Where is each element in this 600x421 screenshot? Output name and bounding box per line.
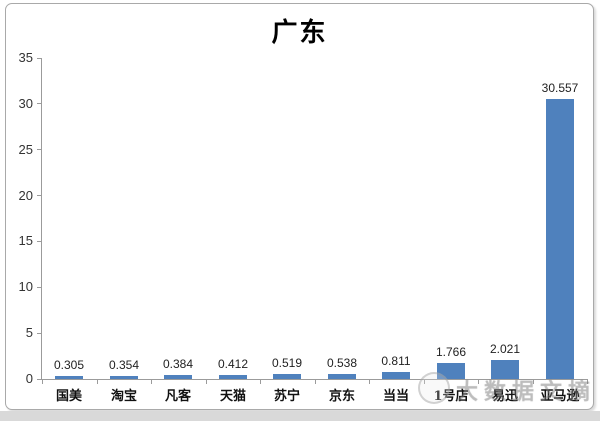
y-axis-tick-label: 10 — [18, 279, 33, 295]
x-axis-tick — [369, 379, 370, 384]
x-axis-category-label: 凡客 — [164, 389, 191, 404]
x-axis-category-label: 易迅 — [491, 389, 518, 404]
y-axis-tick-label: 20 — [18, 187, 33, 203]
y-axis-tick — [37, 332, 42, 334]
bar-value-label: 0.384 — [162, 357, 194, 371]
x-axis-tick — [424, 379, 425, 384]
y-axis-tick-label: 35 — [18, 50, 33, 65]
x-axis-category-label: 天猫 — [219, 389, 246, 404]
bar-value-label: 2.021 — [489, 342, 521, 356]
bar — [491, 360, 519, 379]
x-axis-tick — [151, 379, 152, 384]
bar — [219, 375, 247, 379]
bar — [110, 376, 138, 379]
y-axis-tick — [37, 286, 42, 288]
x-axis-tick — [260, 379, 261, 384]
bar — [328, 374, 356, 379]
x-axis-category-label: 苏宁 — [273, 389, 300, 404]
y-axis-tick — [37, 378, 42, 380]
bar-value-label: 0.811 — [381, 354, 411, 368]
page-background-strip — [0, 411, 600, 421]
x-axis-category-label: 当当 — [382, 389, 409, 404]
y-axis-tick — [37, 240, 42, 242]
bar-value-label: 0.538 — [326, 356, 358, 370]
chart-figure: 广东 0 5 10 15 20 25 30 35 0.305 国美 0.354 淘宝 0.384 凡客 0.… — [5, 3, 594, 410]
y-axis-tick — [37, 149, 42, 151]
x-axis-tick — [206, 379, 207, 384]
y-axis-tick-label: 0 — [25, 371, 33, 386]
y-axis-tick — [37, 57, 42, 59]
bar-value-label: 0.519 — [271, 356, 303, 370]
x-axis-category-label: 淘宝 — [110, 389, 137, 404]
bar — [273, 374, 301, 379]
bar — [55, 376, 83, 379]
chart-title: 广东 — [271, 18, 328, 48]
y-axis-tick-label: 15 — [18, 233, 33, 249]
x-axis-category-label: 亚马逊 — [540, 389, 580, 404]
x-axis-category-label: 国美 — [55, 389, 82, 404]
x-axis-tick — [478, 379, 479, 384]
x-axis-category-label: 京东 — [328, 389, 355, 404]
y-axis-tick — [37, 103, 42, 105]
y-axis-tick-label: 25 — [18, 141, 33, 157]
bar-value-label: 0.412 — [217, 357, 249, 371]
bar-value-label: 1.766 — [435, 345, 467, 359]
y-axis-tick-label: 30 — [18, 95, 33, 111]
bar — [437, 363, 465, 379]
bar — [382, 372, 410, 379]
y-axis-tick-label: 5 — [25, 325, 33, 341]
x-axis-tick — [42, 379, 43, 384]
x-axis-tick — [315, 379, 316, 384]
x-axis-tick — [587, 379, 588, 384]
bar-value-label: 0.354 — [108, 358, 140, 372]
bar — [164, 375, 192, 379]
plot-area: 0 5 10 15 20 25 30 35 0.305 国美 0.354 淘宝 0.384 凡客 0.412… — [19, 50, 588, 404]
y-axis-tick — [37, 195, 42, 197]
bar-value-label: 0.305 — [53, 358, 85, 372]
x-axis-tick — [533, 379, 534, 384]
bar — [546, 99, 574, 379]
x-axis-category-label: 1号店 — [433, 389, 469, 404]
x-axis-tick — [97, 379, 98, 384]
bar-value-label: 30.557 — [541, 81, 579, 95]
